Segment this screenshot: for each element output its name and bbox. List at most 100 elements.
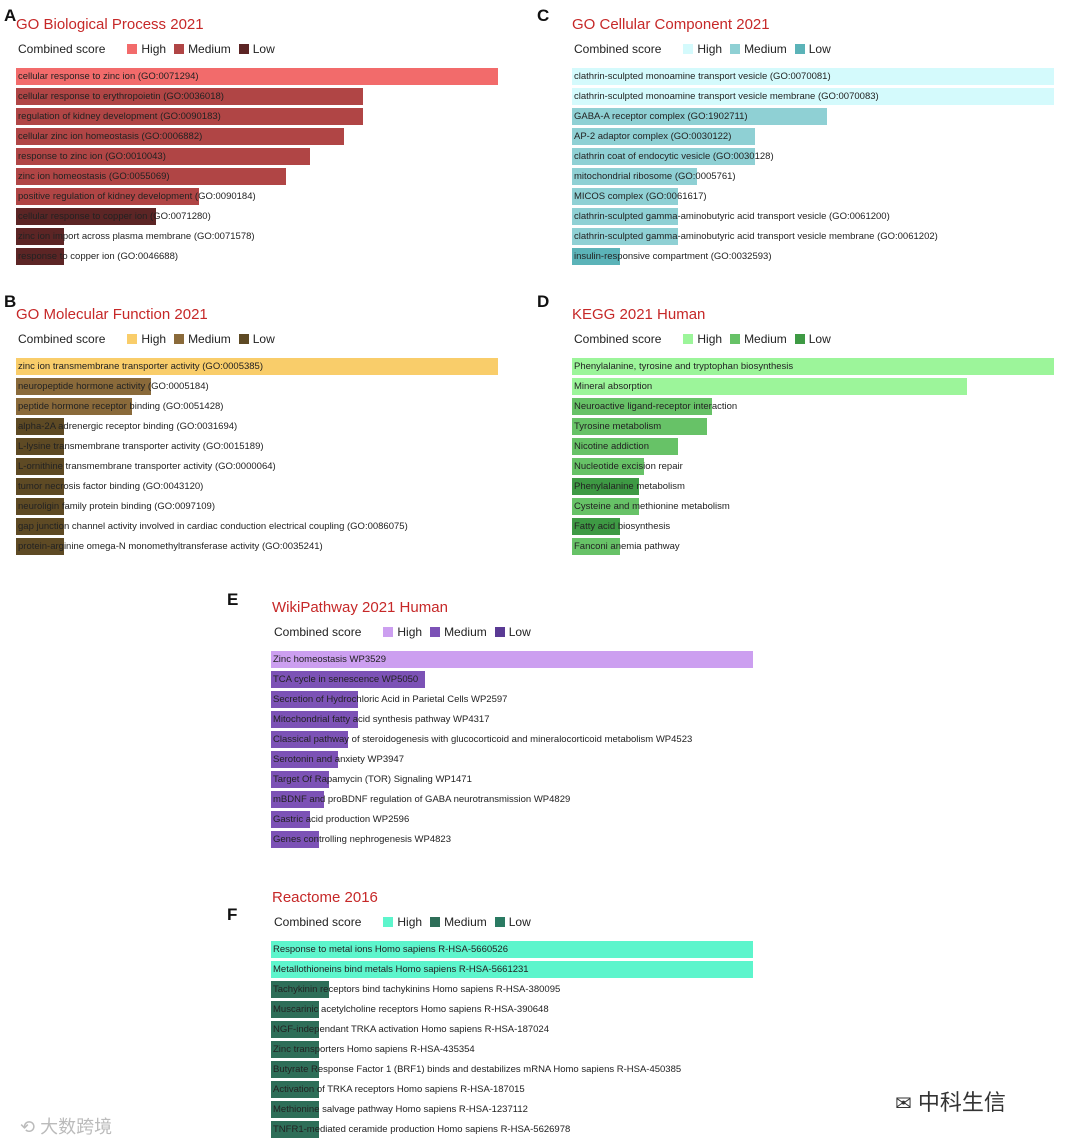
bar-row: Phenylalanine, tyrosine and tryptophan b…: [572, 358, 1054, 375]
legend-label-medium: Medium: [744, 332, 787, 346]
legend: Combined score High Medium Low: [274, 915, 539, 929]
bar: [16, 128, 344, 145]
bar: [16, 68, 498, 85]
bar: [572, 128, 756, 145]
bar-label: Tyrosine metabolism: [574, 421, 662, 432]
bar: [271, 1041, 320, 1058]
bar-label: clathrin-sculpted gamma-aminobutyric aci…: [574, 231, 938, 242]
bar: [271, 1001, 320, 1018]
bar-label: cellular response to copper ion (GO:0071…: [18, 211, 211, 222]
bar: [572, 188, 679, 205]
bar: [271, 771, 329, 788]
bar-label: Butyrate Response Factor 1 (BRF1) binds …: [273, 1064, 682, 1075]
bar: [271, 791, 325, 808]
legend-title: Combined score: [274, 625, 362, 639]
bar-row: AP-2 adaptor complex (GO:0030122): [572, 128, 1054, 145]
bar: [16, 418, 65, 435]
bar: [572, 458, 645, 475]
bar-label: Phenylalanine, tyrosine and tryptophan b…: [574, 361, 794, 372]
panel-letter-f: F: [227, 905, 238, 924]
bar-row: Cysteine and methionine metabolism: [572, 498, 1054, 515]
bar-row: Tyrosine metabolism: [572, 418, 1054, 435]
bar-label: Methionine salvage pathway Homo sapiens …: [273, 1104, 528, 1115]
bar: [16, 148, 311, 165]
bar-label: mitochondrial ribosome (GO:0005761): [574, 171, 736, 182]
bar-row: neuropeptide hormone activity (GO:000518…: [16, 378, 498, 395]
bar-row: cellular response to copper ion (GO:0071…: [16, 208, 498, 225]
bar-label: Fatty acid biosynthesis: [574, 521, 671, 532]
bar: [572, 438, 679, 455]
legend-label-low: Low: [508, 915, 531, 929]
bar-label: MICOS complex (GO:0061617): [574, 191, 707, 202]
legend-swatch-medium: [174, 334, 185, 344]
bar-label: Response to metal ions Homo sapiens R-HS…: [273, 944, 508, 955]
legend-label-medium: Medium: [744, 42, 787, 56]
bar: [271, 1121, 320, 1138]
bar-row: response to copper ion (GO:0046688): [16, 248, 498, 265]
legend: Combined score High Medium Low: [574, 42, 839, 56]
bar-label: protein-arginine omega-N monomethyltrans…: [18, 541, 323, 552]
bar: [16, 168, 286, 185]
bar-row: clathrin-sculpted gamma-aminobutyric aci…: [572, 208, 1054, 225]
legend-swatch-low: [794, 44, 805, 54]
bar-row: Zinc homeostasis WP3529: [271, 651, 753, 668]
bar-row: gap junction channel activity involved i…: [16, 518, 498, 535]
bar-row: L-ornithine transmembrane transporter ac…: [16, 458, 498, 475]
bar-label: Fanconi anemia pathway: [574, 541, 680, 552]
bar-row: Nicotine addiction: [572, 438, 1054, 455]
bar-label: peptide hormone receptor binding (GO:005…: [18, 401, 224, 412]
bar-label: Neuroactive ligand-receptor interaction: [574, 401, 738, 412]
bar-row: Phenylalanine metabolism: [572, 478, 1054, 495]
legend-label-medium: Medium: [444, 625, 487, 639]
bar-label: neuropeptide hormone activity (GO:000518…: [18, 381, 209, 392]
bar-label: tumor necrosis factor binding (GO:004312…: [18, 481, 204, 492]
bar: [572, 498, 640, 515]
legend-label-low: Low: [252, 42, 275, 56]
legend-title: Combined score: [18, 42, 106, 56]
bar: [572, 68, 1054, 85]
bar: [16, 378, 151, 395]
legend-swatch-low: [494, 627, 505, 637]
bar-label: Genes controlling nephrogenesis WP4823: [273, 834, 451, 845]
bar: [16, 458, 65, 475]
legend-label-medium: Medium: [188, 42, 231, 56]
bar-label: Gastric acid production WP2596: [273, 814, 410, 825]
bar: [572, 208, 679, 225]
bar-label: response to zinc ion (GO:0010043): [18, 151, 166, 162]
bar-row: tumor necrosis factor binding (GO:004312…: [16, 478, 498, 495]
bar-row: Activation of TRKA receptors Homo sapien…: [271, 1081, 753, 1098]
bar: [271, 981, 329, 998]
bar: [271, 811, 310, 828]
bar-row: alpha-2A adrenergic receptor binding (GO…: [16, 418, 498, 435]
panel-letter-a: A: [4, 6, 17, 25]
bar: [16, 108, 364, 125]
bar: [271, 941, 753, 958]
bar: [271, 1021, 320, 1038]
chart-title: GO Biological Process 2021: [16, 16, 204, 33]
legend-label-high: High: [397, 915, 423, 929]
legend-swatch-high: [683, 44, 694, 54]
bar-label: positive regulation of kidney developmen…: [18, 191, 256, 202]
legend-swatch-low: [238, 334, 249, 344]
bar-row: mitochondrial ribosome (GO:0005761): [572, 168, 1054, 185]
bar: [572, 398, 712, 415]
panel-letter-c: C: [537, 6, 550, 25]
legend: Combined score High Medium Low: [574, 332, 839, 346]
bar: [16, 398, 132, 415]
chart-title: GO Molecular Function 2021: [16, 306, 208, 323]
bar: [572, 228, 679, 245]
bar-row: clathrin-sculpted monoamine transport ve…: [572, 68, 1054, 85]
bar-row: cellular zinc ion homeostasis (GO:000688…: [16, 128, 498, 145]
bar-label: Cysteine and methionine metabolism: [574, 501, 730, 512]
bar-label: zinc ion homeostasis (GO:0055069): [18, 171, 170, 182]
panel-letter-d: D: [537, 292, 550, 311]
bar-row: Fanconi anemia pathway: [572, 538, 1054, 555]
legend: Combined score High Medium Low: [274, 625, 539, 639]
bar-row: insulin-responsive compartment (GO:00325…: [572, 248, 1054, 265]
bar-label: clathrin coat of endocytic vesicle (GO:0…: [574, 151, 774, 162]
bar-row: Fatty acid biosynthesis: [572, 518, 1054, 535]
bar-label: zinc ion transmembrane transporter activ…: [18, 361, 263, 372]
bar-row: clathrin-sculpted monoamine transport ve…: [572, 88, 1054, 105]
bar-label: Classical pathway of steroidogenesis wit…: [273, 734, 693, 745]
chart-title: WikiPathway 2021 Human: [272, 599, 448, 616]
